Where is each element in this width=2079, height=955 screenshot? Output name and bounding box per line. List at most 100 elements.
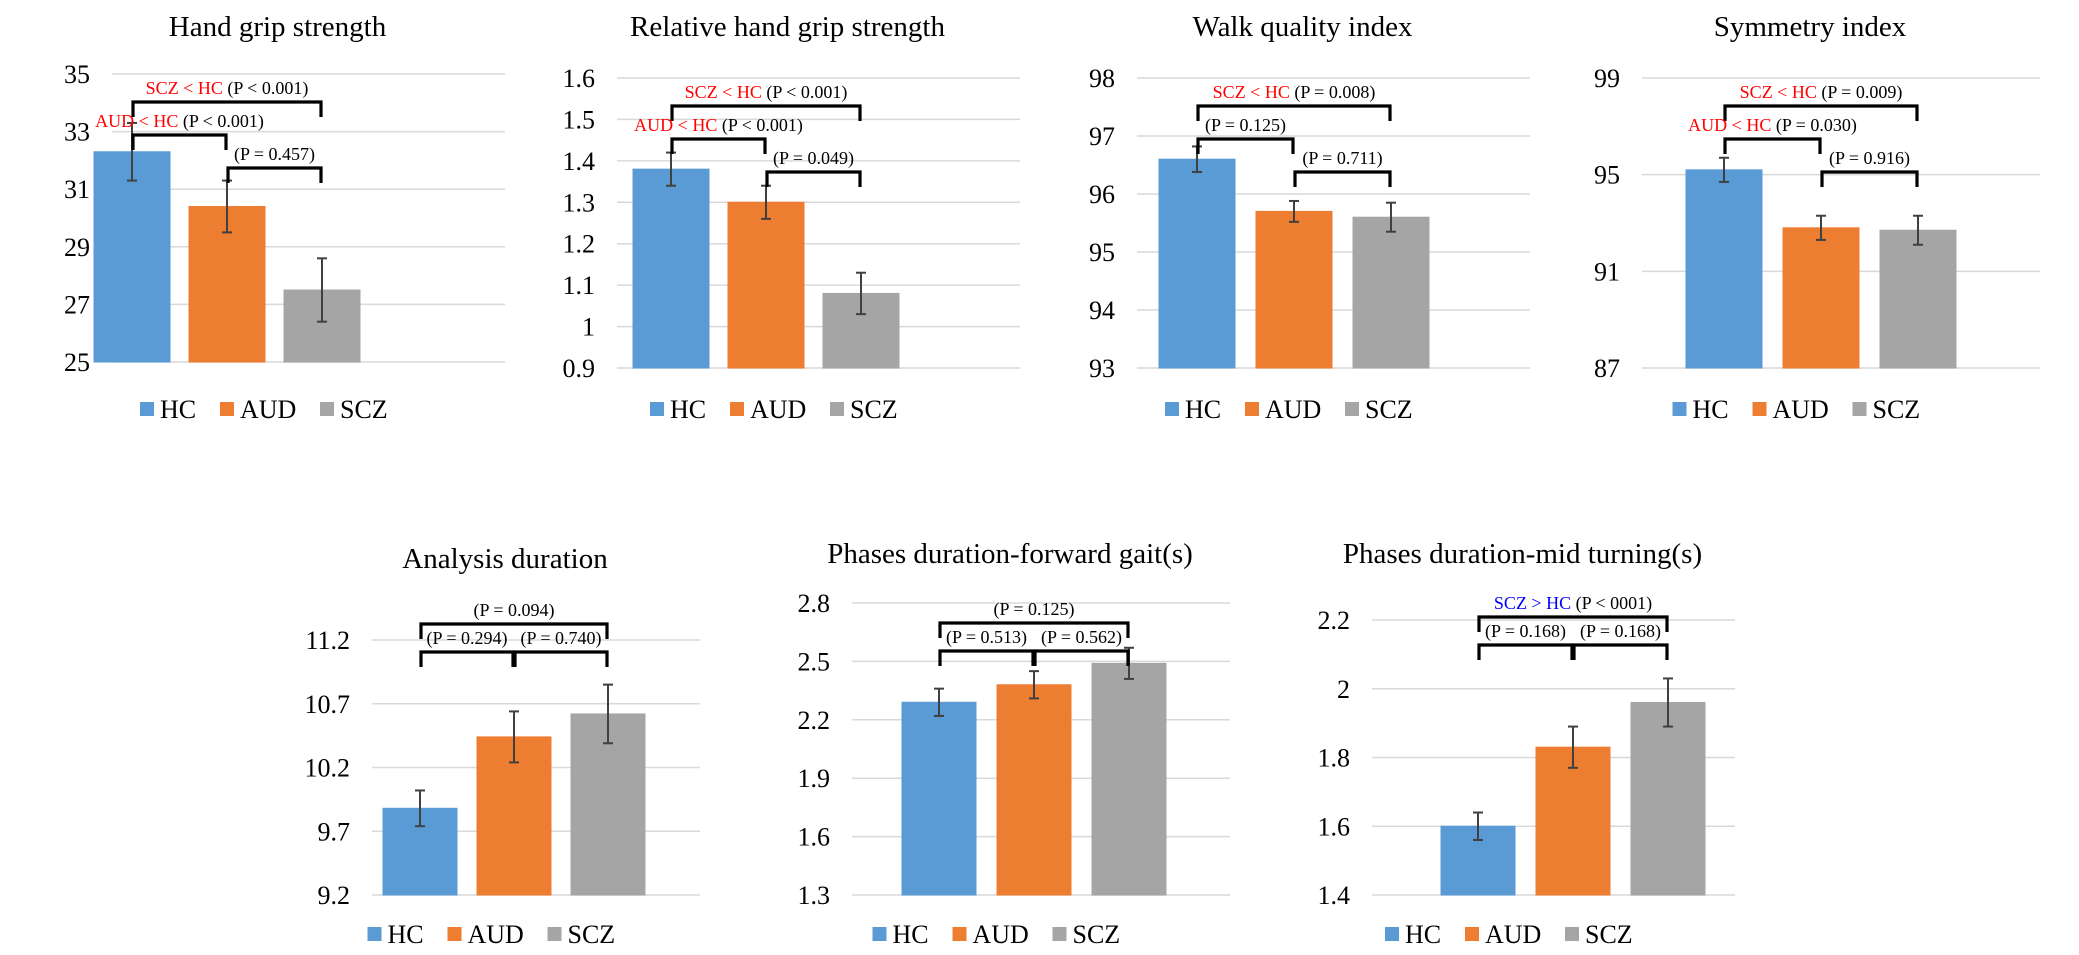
significance-text: SCZ > HC <box>1494 593 1576 613</box>
y-tick-label: 9.2 <box>318 881 351 910</box>
comparison-label: (P = 0.168) <box>1580 621 1661 642</box>
significance-bracket <box>1196 137 1295 154</box>
legend-swatch-aud <box>1245 402 1259 416</box>
legend-label: AUD <box>468 920 524 949</box>
bar-aud <box>1782 227 1860 369</box>
significance-text: SCZ < HC <box>1740 82 1822 102</box>
bar-scz <box>1091 662 1167 896</box>
y-tick-label: 11.2 <box>305 626 350 655</box>
legend-swatch-scz <box>830 402 844 416</box>
p-value-text: (P = 0.168) <box>1485 621 1566 642</box>
bar-hc <box>1158 158 1236 369</box>
legend-label: AUD <box>1485 920 1541 949</box>
comparison-label: (P = 0.125) <box>1205 115 1286 136</box>
y-tick-label: 1 <box>582 313 595 342</box>
y-tick-label: 98 <box>1089 64 1115 93</box>
y-tick-label: 9.7 <box>318 817 351 846</box>
p-value-text: (P = 0.125) <box>994 599 1075 620</box>
chart-title: Phases duration-forward gait(s) <box>827 538 1193 570</box>
legend-label: SCZ <box>1073 920 1121 949</box>
legend-swatch-scz <box>1345 402 1359 416</box>
y-tick-label: 2.2 <box>1318 606 1351 635</box>
comparison-label: (P = 0.562) <box>1041 627 1122 648</box>
significance-bracket <box>419 622 609 639</box>
significance-text: SCZ < HC <box>1213 82 1295 102</box>
p-value-text: (P = 0.049) <box>773 148 854 169</box>
significance-bracket <box>1572 643 1669 660</box>
y-tick-label: 1.6 <box>798 823 831 852</box>
comparison-label: AUD < HC (P < 0.001) <box>634 115 803 136</box>
y-tick-label: 1.6 <box>563 64 596 93</box>
comparison-label: SCZ < HC (P = 0.009) <box>1740 82 1903 103</box>
legend-label: HC <box>1405 920 1441 949</box>
legend-label: SCZ <box>1365 395 1413 424</box>
chart-panel: Relative hand grip strength 0.9 1 1.1 1.2 1.3… <box>563 11 1020 424</box>
significance-bracket <box>1293 170 1392 187</box>
p-value-text: (P < 0.001) <box>227 78 308 99</box>
chart-title: Phases duration-mid turning(s) <box>1343 538 1702 570</box>
y-tick-label: 91 <box>1594 257 1620 286</box>
y-tick-label: 1.4 <box>563 147 596 176</box>
p-value-text: (P = 0.030) <box>1776 115 1857 136</box>
legend-swatch-hc <box>1165 402 1179 416</box>
y-tick-label: 2 <box>1337 675 1350 704</box>
significance-bracket <box>1477 615 1669 632</box>
legend-label: AUD <box>1773 395 1829 424</box>
y-tick-label: 31 <box>64 175 90 204</box>
legend-label: AUD <box>973 920 1029 949</box>
bar-scz <box>1630 702 1706 896</box>
y-tick-label: 2.5 <box>798 647 831 676</box>
y-tick-label: 1.6 <box>1318 812 1351 841</box>
comparison-label: SCZ > HC (P < 0001) <box>1494 593 1652 614</box>
y-tick-label: 1.1 <box>563 271 596 300</box>
legend-label: HC <box>670 395 706 424</box>
significance-text: SCZ < HC <box>685 82 767 102</box>
chart-panel: Phases duration-mid turning(s) 1.4 1.6 1.8 2… <box>1318 538 1735 949</box>
chart-title: Analysis duration <box>402 543 608 575</box>
significance-bracket <box>1196 104 1392 121</box>
significance-bracket <box>1477 643 1574 660</box>
y-tick-label: 95 <box>1594 161 1620 190</box>
p-value-text: (P = 0.711) <box>1302 148 1382 169</box>
p-value-text: (P = 0.513) <box>946 627 1027 648</box>
y-tick-label: 1.8 <box>1318 744 1351 773</box>
y-tick-label: 1.3 <box>798 881 831 910</box>
p-value-text: (P = 0.562) <box>1041 627 1122 648</box>
y-tick-label: 1.4 <box>1318 881 1351 910</box>
legend-label: HC <box>160 395 196 424</box>
significance-bracket <box>131 100 323 117</box>
y-tick-label: 35 <box>64 60 90 89</box>
legend-swatch-hc <box>1385 927 1399 941</box>
legend-label: AUD <box>1265 395 1321 424</box>
legend-swatch-scz <box>320 402 334 416</box>
legend-swatch-hc <box>1672 402 1687 416</box>
comparison-label: AUD < HC (P = 0.030) <box>1688 115 1857 136</box>
y-tick-label: 27 <box>64 290 90 319</box>
legend-swatch-hc <box>650 402 664 416</box>
y-tick-label: 96 <box>1089 180 1115 209</box>
p-value-text: (P = 0.916) <box>1829 148 1910 169</box>
significance-bracket <box>938 649 1035 666</box>
y-tick-label: 94 <box>1089 296 1115 325</box>
legend-label: AUD <box>240 395 296 424</box>
chart-title: Symmetry index <box>1714 11 1907 43</box>
chart-title: Hand grip strength <box>169 11 387 43</box>
y-tick-label: 1.2 <box>563 230 596 259</box>
y-tick-label: 10.2 <box>305 754 351 783</box>
bar-scz <box>1879 229 1957 369</box>
p-value-text: (P = 0.740) <box>521 628 602 649</box>
significance-bracket <box>1033 649 1130 666</box>
significance-bracket <box>1820 170 1919 187</box>
significance-text: SCZ < HC <box>146 78 228 98</box>
comparison-label: (P = 0.094) <box>474 600 555 621</box>
y-tick-label: 1.9 <box>798 764 831 793</box>
y-tick-label: 0.9 <box>563 354 596 383</box>
p-value-text: (P < 0.001) <box>722 115 803 136</box>
legend-swatch-hc <box>140 402 154 416</box>
comparison-label: (P = 0.168) <box>1485 621 1566 642</box>
significance-bracket <box>226 166 323 183</box>
legend-swatch-scz <box>1565 927 1579 941</box>
chart-panel: Phases duration-forward gait(s) 1.3 1.6 1.9… <box>798 538 1230 949</box>
significance-bracket <box>670 104 862 121</box>
legend-swatch-aud <box>220 402 234 416</box>
